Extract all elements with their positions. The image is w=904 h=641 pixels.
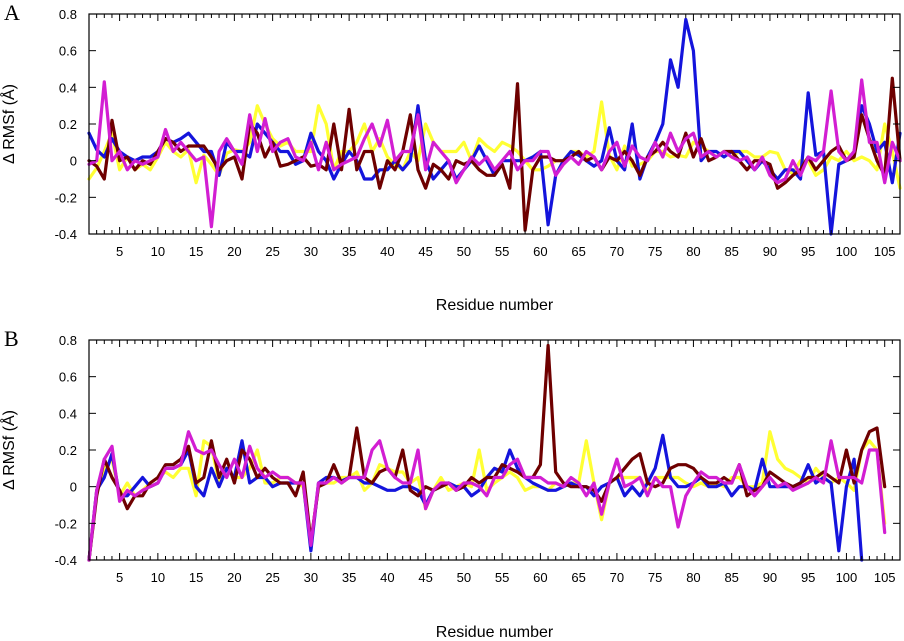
y-tick-label: 0.4: [59, 406, 77, 421]
y-tick-label: 0: [70, 154, 77, 169]
x-tick-label: 35: [342, 570, 356, 585]
x-axis-title: Residue number: [436, 624, 554, 641]
y-tick-label: 0.6: [59, 370, 77, 385]
x-tick-label: 20: [227, 570, 241, 585]
x-tick-label: 20: [227, 244, 241, 259]
x-tick-label: 45: [418, 244, 432, 259]
x-tick-label: 85: [724, 244, 738, 259]
x-tick-label: 30: [304, 244, 318, 259]
x-tick-label: 65: [571, 244, 585, 259]
chart-panel-B: B -0.4 -0.2 0 0.2 0.4 0.6 0.8 5 10 15 20 25 30 35 40 45 5…: [0, 326, 901, 641]
x-tick-label: 55: [495, 244, 509, 259]
x-tick-label: 80: [686, 244, 700, 259]
x-tick-label: 35: [342, 244, 356, 259]
y-tick-label: 0.2: [59, 117, 77, 132]
panel-letter: B: [4, 326, 19, 351]
x-tick-label: 15: [189, 244, 203, 259]
x-tick-label: 60: [533, 244, 547, 259]
x-tick-label: 55: [495, 570, 509, 585]
y-tick-label: 0.4: [59, 80, 77, 95]
x-tick-label: 40: [380, 244, 394, 259]
y-tick-label: -0.2: [55, 190, 77, 205]
x-axis-title: Residue number: [436, 297, 554, 314]
x-tick-label: 70: [610, 570, 624, 585]
series-line-1: [87, 100, 902, 190]
x-tick-label: 15: [189, 570, 203, 585]
x-tick-label: 10: [151, 570, 165, 585]
x-tick-label: 50: [457, 570, 471, 585]
y-tick-label: 0.8: [59, 7, 77, 22]
x-tick-label: 65: [571, 570, 585, 585]
x-tick-label: 50: [457, 244, 471, 259]
series-line-4: [87, 430, 887, 562]
series-line-2: [87, 17, 902, 236]
chart-panel-A: A -0.4 -0.2 0 0.2 0.4 0.6 0.8 5 10 15 20 25 30 35 40 45 5…: [0, 0, 902, 314]
y-axis-title: Δ RMSf (Å): [0, 84, 18, 164]
x-tick-label: 75: [648, 244, 662, 259]
x-tick-label: 100: [836, 244, 858, 259]
x-tick-label: 45: [418, 570, 432, 585]
x-tick-label: 90: [763, 244, 777, 259]
x-tick-label: 30: [304, 570, 318, 585]
x-tick-label: 10: [151, 244, 165, 259]
x-tick-label: 25: [265, 570, 279, 585]
y-tick-label: -0.2: [55, 516, 77, 531]
y-tick-label: 0.6: [59, 44, 77, 59]
x-tick-label: 95: [801, 570, 815, 585]
x-tick-label: 105: [874, 570, 896, 585]
series-line-4: [87, 78, 902, 229]
x-tick-label: 40: [380, 570, 394, 585]
y-tick-label: -0.4: [55, 227, 77, 242]
plot-frame: [88, 13, 901, 235]
x-tick-label: 105: [874, 244, 896, 259]
x-tick-label: 80: [686, 570, 700, 585]
x-tick-label: 5: [116, 570, 123, 585]
x-tick-label: 95: [801, 244, 815, 259]
series-line-2: [87, 433, 864, 562]
x-tick-label: 100: [836, 570, 858, 585]
y-axis-title: Δ RMSf (Å): [0, 410, 18, 490]
y-tick-label: 0.8: [59, 333, 77, 348]
x-tick-label: 70: [610, 244, 624, 259]
x-tick-label: 90: [763, 570, 777, 585]
x-tick-label: 5: [116, 244, 123, 259]
x-tick-label: 75: [648, 570, 662, 585]
y-tick-label: 0: [70, 480, 77, 495]
panel-letter: A: [4, 0, 20, 25]
x-tick-label: 85: [724, 570, 738, 585]
x-tick-label: 60: [533, 570, 547, 585]
x-tick-label: 25: [265, 244, 279, 259]
y-tick-label: -0.4: [55, 553, 77, 568]
y-tick-label: 0.2: [59, 443, 77, 458]
